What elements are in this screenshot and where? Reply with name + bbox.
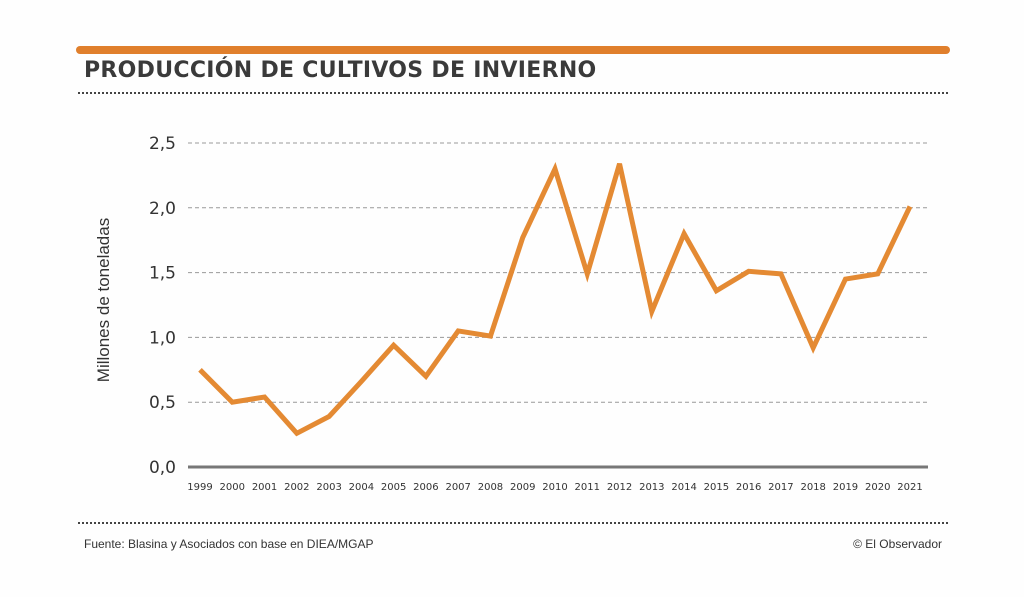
x-tick-label: 2003 xyxy=(316,482,341,493)
x-tick-label: 2011 xyxy=(575,482,600,493)
x-tick-label: 2001 xyxy=(252,482,277,493)
x-tick-label: 2006 xyxy=(413,482,438,493)
accent-bar xyxy=(76,46,950,54)
x-tick-label: 2018 xyxy=(800,482,825,493)
x-tick-label: 2002 xyxy=(284,482,309,493)
y-tick-label: 2,5 xyxy=(149,134,176,154)
y-tick-labels: 0,0 0,5 1,0 1,5 2,0 2,5 xyxy=(149,134,176,478)
credit: © El Observador xyxy=(853,537,942,551)
x-tick-label: 2015 xyxy=(704,482,729,493)
y-tick-label: 1,0 xyxy=(149,328,176,348)
x-tick-label: 2000 xyxy=(220,482,245,493)
x-tick-label: 2009 xyxy=(510,482,535,493)
x-tick-label: 2004 xyxy=(349,482,374,493)
y-tick-label: 1,5 xyxy=(149,264,176,284)
data-points xyxy=(199,163,911,434)
x-tick-label: 2012 xyxy=(607,482,632,493)
x-tick-label: 2019 xyxy=(833,482,858,493)
y-tick-label: 2,0 xyxy=(149,199,176,219)
top-divider xyxy=(78,92,948,94)
y-tick-label: 0,5 xyxy=(149,393,176,413)
source-note: Fuente: Blasina y Asociados con base en … xyxy=(84,537,374,551)
x-tick-label: 2008 xyxy=(478,482,503,493)
x-tick-label: 2010 xyxy=(542,482,567,493)
series-line-produccion xyxy=(198,162,913,437)
x-tick-label: 2016 xyxy=(736,482,761,493)
x-tick-label: 2005 xyxy=(381,482,406,493)
x-tick-label: 2020 xyxy=(865,482,890,493)
x-tick-label: 2007 xyxy=(445,482,470,493)
y-axis-label: Millones de toneladas xyxy=(94,218,113,382)
chart-title: PRODUCCIÓN DE CULTIVOS DE INVIERNO xyxy=(84,58,597,83)
x-tick-label: 2014 xyxy=(671,482,696,493)
x-tick-label: 2021 xyxy=(897,482,922,493)
x-tick-labels: 1999 2000 2001 2002 2003 2004 2005 2006 2007 2008… xyxy=(187,482,922,493)
x-tick-label: 1999 xyxy=(187,482,212,493)
y-tick-label: 0,0 xyxy=(149,458,176,478)
x-tick-label: 2017 xyxy=(768,482,793,493)
gridlines xyxy=(188,142,928,403)
bottom-divider xyxy=(78,522,948,524)
x-tick-label: 2013 xyxy=(639,482,664,493)
